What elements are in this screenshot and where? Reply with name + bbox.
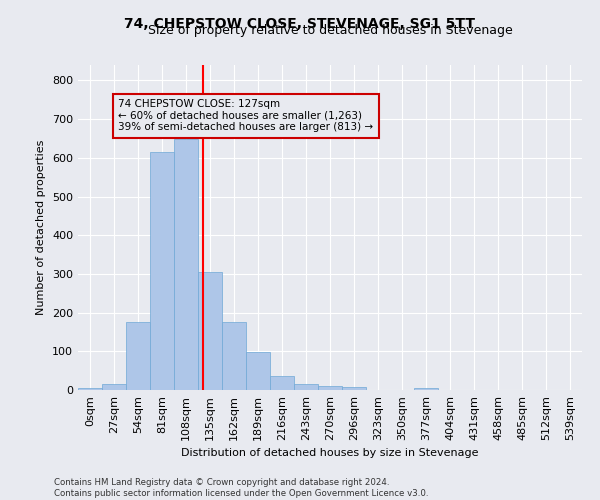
Bar <box>222 322 246 390</box>
Bar <box>78 388 102 390</box>
Bar <box>342 387 366 390</box>
Text: 74 CHEPSTOW CLOSE: 127sqm
← 60% of detached houses are smaller (1,263)
39% of se: 74 CHEPSTOW CLOSE: 127sqm ← 60% of detac… <box>118 99 373 132</box>
Bar <box>102 384 126 390</box>
X-axis label: Distribution of detached houses by size in Stevenage: Distribution of detached houses by size … <box>181 448 479 458</box>
Bar <box>126 322 150 390</box>
Bar <box>150 152 174 390</box>
Text: 74, CHEPSTOW CLOSE, STEVENAGE, SG1 5TT: 74, CHEPSTOW CLOSE, STEVENAGE, SG1 5TT <box>125 18 476 32</box>
Bar <box>246 352 270 390</box>
Y-axis label: Number of detached properties: Number of detached properties <box>37 140 46 315</box>
Text: Contains HM Land Registry data © Crown copyright and database right 2024.
Contai: Contains HM Land Registry data © Crown c… <box>54 478 428 498</box>
Bar <box>414 388 438 390</box>
Title: Size of property relative to detached houses in Stevenage: Size of property relative to detached ho… <box>148 24 512 38</box>
Bar <box>198 272 222 390</box>
Bar <box>294 384 318 390</box>
Bar <box>318 386 342 390</box>
Bar <box>270 376 294 390</box>
Bar <box>174 138 198 390</box>
